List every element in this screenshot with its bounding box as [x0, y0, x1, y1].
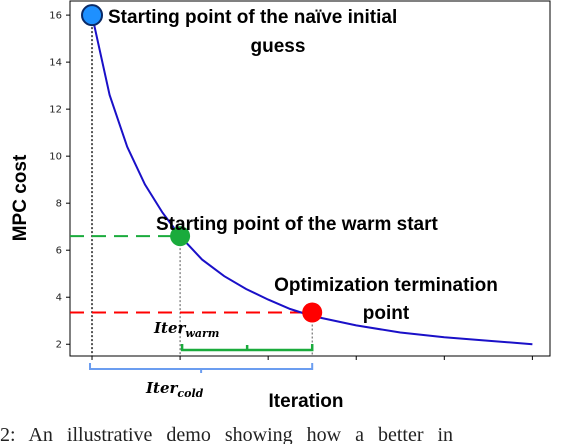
x-axis-title: Iteration [269, 391, 344, 412]
y-tick-label: 12 [49, 105, 62, 116]
iter-cold-bracket [89, 363, 314, 370]
cost-curve-line [91, 14, 533, 346]
annotation-naive-line2: guess [251, 36, 306, 57]
termination-marker [302, 302, 323, 323]
iter-warm-label: Iterwarm [153, 319, 219, 340]
y-tick-label: 10 [49, 152, 62, 163]
y-axis-title: MPC cost [10, 154, 31, 241]
y-axis-ticks: 2 4 6 8 10 12 14 16 [49, 11, 70, 351]
warm-start-marker [170, 226, 191, 247]
markers-group [81, 4, 323, 323]
annotation-term-line2: point [363, 303, 410, 324]
annotation-warm: Starting point of the warm start [156, 214, 439, 235]
annotation-naive-line1: Starting point of the naïve initial [108, 7, 397, 28]
annotation-term-line1: Optimization termination [274, 275, 498, 296]
plot-frame [69, 0, 551, 357]
iteration-brackets [89, 344, 314, 373]
figure-caption: 2: An illustrative demo showing how a be… [0, 424, 454, 444]
naive-start-marker [81, 4, 104, 27]
y-tick-label: 2 [56, 340, 62, 351]
reference-lines [70, 15, 313, 356]
y-tick-label: 8 [56, 199, 62, 210]
y-tick-label: 16 [49, 11, 62, 22]
y-tick-label: 6 [56, 246, 62, 257]
y-tick-label: 4 [56, 293, 62, 304]
y-tick-label: 14 [49, 58, 62, 69]
x-axis-ticks [91, 356, 533, 360]
iter-cold-label: Itercold [145, 379, 204, 400]
